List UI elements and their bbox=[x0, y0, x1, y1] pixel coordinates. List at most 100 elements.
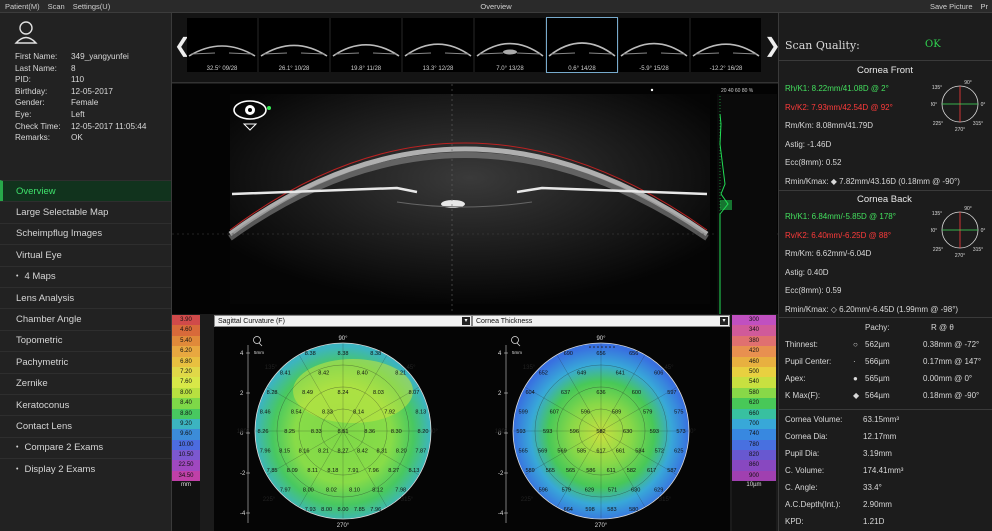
patient-field: First Name: 349_yangyunfei bbox=[15, 51, 146, 63]
legend-value: 380 bbox=[732, 335, 776, 347]
map-value: 585 bbox=[577, 449, 586, 455]
prev-thumbnail-icon[interactable]: ❮ bbox=[174, 35, 191, 57]
map-value: 8.14 bbox=[353, 410, 364, 416]
map-value: 600 bbox=[632, 390, 641, 396]
menu-scan[interactable]: Scan bbox=[47, 1, 65, 11]
scan-thumbnail[interactable]: 26.1° 10/28 bbox=[259, 18, 329, 72]
map-value: 652 bbox=[539, 371, 548, 377]
next-thumbnail-icon[interactable]: ❯ bbox=[764, 35, 781, 57]
menu-bar: Patient(M) Scan Settings(U) Overview Sav… bbox=[0, 0, 992, 13]
map-value: 8.18 bbox=[327, 468, 338, 474]
scan-thumbnail[interactable]: -12.2° 16/28 bbox=[691, 18, 761, 72]
nav-item-scheimpflug-images[interactable]: Scheimpflug Images bbox=[0, 222, 171, 244]
magnifier-icon[interactable] bbox=[253, 336, 261, 344]
left-map-selector[interactable]: Sagittal Curvature (F) ▾ bbox=[214, 315, 472, 327]
sagittal-curvature-map[interactable]: 4 2 0 -2 -4 5mm 90° 45° 135° 0° 180° 315° 225° 270° 8.… bbox=[214, 327, 472, 531]
scan-thumbnail[interactable]: 19.8° 11/28 bbox=[331, 18, 401, 72]
map-value: 571 bbox=[608, 488, 617, 494]
legend-value: 6.80 bbox=[172, 356, 200, 367]
legend-unit: 10µm bbox=[746, 482, 762, 489]
nav-item-compare-2-exams[interactable]: • Compare 2 Exams bbox=[0, 436, 171, 458]
right-map-selector[interactable]: Cornea Thickness ▾ bbox=[472, 315, 730, 327]
map-value: 690 bbox=[564, 351, 573, 357]
map-y-tick: 4 bbox=[240, 351, 244, 357]
nav-item-virtual-eye[interactable]: Virtual Eye bbox=[0, 244, 171, 265]
menu-patient[interactable]: Patient(M) bbox=[5, 1, 40, 11]
save-picture-button[interactable]: Save Picture bbox=[929, 1, 973, 11]
nav-item-topometric[interactable]: Topometric bbox=[0, 329, 171, 351]
nav-item-chamber-angle[interactable]: Chamber Angle bbox=[0, 308, 171, 329]
scan-thumbnail[interactable]: 7.0° 13/28 bbox=[475, 18, 545, 72]
scheimpflug-image[interactable]: 20 40 60 80 % bbox=[172, 84, 778, 314]
legend-value: 8.00 bbox=[172, 387, 200, 399]
map-value: 8.20 bbox=[396, 449, 407, 455]
map-value: 8.26 bbox=[258, 429, 269, 435]
map-value: 593 bbox=[650, 429, 659, 435]
volume-row-label: Cornea Volume: bbox=[785, 415, 843, 424]
map-value: 579 bbox=[643, 410, 652, 416]
patient-field: PID: 110 bbox=[15, 74, 146, 86]
map-value: 569 bbox=[538, 449, 547, 455]
patient-field-label: Last Name: bbox=[15, 63, 57, 73]
scan-thumbnail-strip: ❮ 32.5° 09/28 26.1° 10/28 19.8° 11/28 13.3°… bbox=[172, 13, 781, 83]
scan-quality: Scan Quality: OK bbox=[785, 39, 941, 52]
pachy-row-value: 565µm bbox=[865, 374, 890, 383]
nav-item-contact-lens[interactable]: Contact Lens bbox=[0, 415, 171, 436]
nav-item-lens-analysis[interactable]: Lens Analysis bbox=[0, 286, 171, 308]
map-value: 649 bbox=[577, 371, 586, 377]
map-angle-label: 225° bbox=[521, 497, 534, 503]
chevron-down-icon[interactable]: ▾ bbox=[462, 317, 470, 325]
map-value: 8.07 bbox=[408, 390, 419, 396]
pachy-row-value: 564µm bbox=[865, 391, 890, 400]
map-value: 596 bbox=[581, 410, 590, 416]
legend-value: 10.00 bbox=[172, 439, 200, 451]
map-angle-label: 0° bbox=[690, 429, 696, 435]
cornea-thickness-map[interactable]: 4 2 0 -2 -4 5mm 90° 45° 135° 0° 180° 315° 225° 270° 69… bbox=[472, 327, 730, 531]
scan-thumbnail[interactable]: 13.3° 12/28 bbox=[403, 18, 473, 72]
map-value: 7.91 bbox=[348, 468, 359, 474]
marker-icon: ◆ bbox=[853, 391, 860, 400]
nav-item-overview[interactable]: Overview bbox=[0, 180, 171, 202]
nav-item-large-selectable-map[interactable]: Large Selectable Map bbox=[0, 201, 171, 222]
chevron-down-icon[interactable]: ▾ bbox=[720, 317, 728, 325]
cornea-back-value: Astig: 0.40D bbox=[785, 267, 829, 277]
map-value: 580 bbox=[629, 507, 638, 513]
map-value: 8.16 bbox=[299, 449, 310, 455]
patient-info: First Name: 349_yangyunfei Last Name: 8 PID:… bbox=[15, 51, 146, 144]
menu-settings[interactable]: Settings(U) bbox=[72, 1, 111, 11]
map-angle-label: 315° bbox=[659, 497, 672, 503]
map-value: 604 bbox=[525, 390, 534, 396]
map-value: 607 bbox=[550, 410, 559, 416]
map-value: 630 bbox=[623, 429, 632, 435]
nav-item-label: Keratoconus bbox=[16, 399, 70, 411]
cornea-back-value: Rm/Km: 6.62mm/-6.04D bbox=[785, 249, 872, 258]
map-value: 7.85 bbox=[267, 468, 278, 474]
patient-field-value: 349_yangyunfei bbox=[71, 52, 129, 61]
map-value: 599 bbox=[519, 410, 528, 416]
scan-quality-value: OK bbox=[925, 39, 941, 50]
scan-thumbnail[interactable]: -5.9° 15/28 bbox=[619, 18, 689, 72]
nav-item-pachymetric[interactable]: Pachymetric bbox=[0, 351, 171, 372]
scan-thumbnail[interactable]: 0.6° 14/28 bbox=[546, 17, 618, 73]
map-value: 641 bbox=[616, 371, 625, 377]
menu-extra[interactable]: Pr bbox=[980, 1, 989, 11]
nav-item-keratoconus[interactable]: Keratoconus bbox=[0, 393, 171, 415]
legend-value: 22.50 bbox=[172, 460, 200, 471]
patient-field-value: Left bbox=[71, 109, 85, 119]
map-value: 8.51 bbox=[338, 429, 349, 435]
nav-item-4-maps[interactable]: • 4 Maps bbox=[0, 265, 171, 287]
volume-row-label: C. Angle: bbox=[785, 483, 818, 492]
nav-item-zernike[interactable]: Zernike bbox=[0, 372, 171, 394]
scan-thumbnail[interactable]: 32.5° 09/28 bbox=[187, 18, 257, 72]
patient-field: Eye: Left bbox=[15, 109, 146, 121]
nav-item-display-2-exams[interactable]: • Display 2 Exams bbox=[0, 458, 171, 479]
eye-orientation-icon bbox=[233, 100, 271, 131]
patient-field-value: Female bbox=[71, 98, 99, 108]
magnifier-icon[interactable] bbox=[511, 336, 519, 344]
volume-row-label: C. Volume: bbox=[785, 466, 825, 475]
map-value: 8.40 bbox=[357, 371, 368, 377]
nav-item-label: Virtual Eye bbox=[16, 249, 62, 261]
marker-icon: ○ bbox=[853, 340, 858, 349]
legend-value: 660 bbox=[732, 408, 776, 419]
map-value: 7.85 bbox=[354, 507, 365, 513]
